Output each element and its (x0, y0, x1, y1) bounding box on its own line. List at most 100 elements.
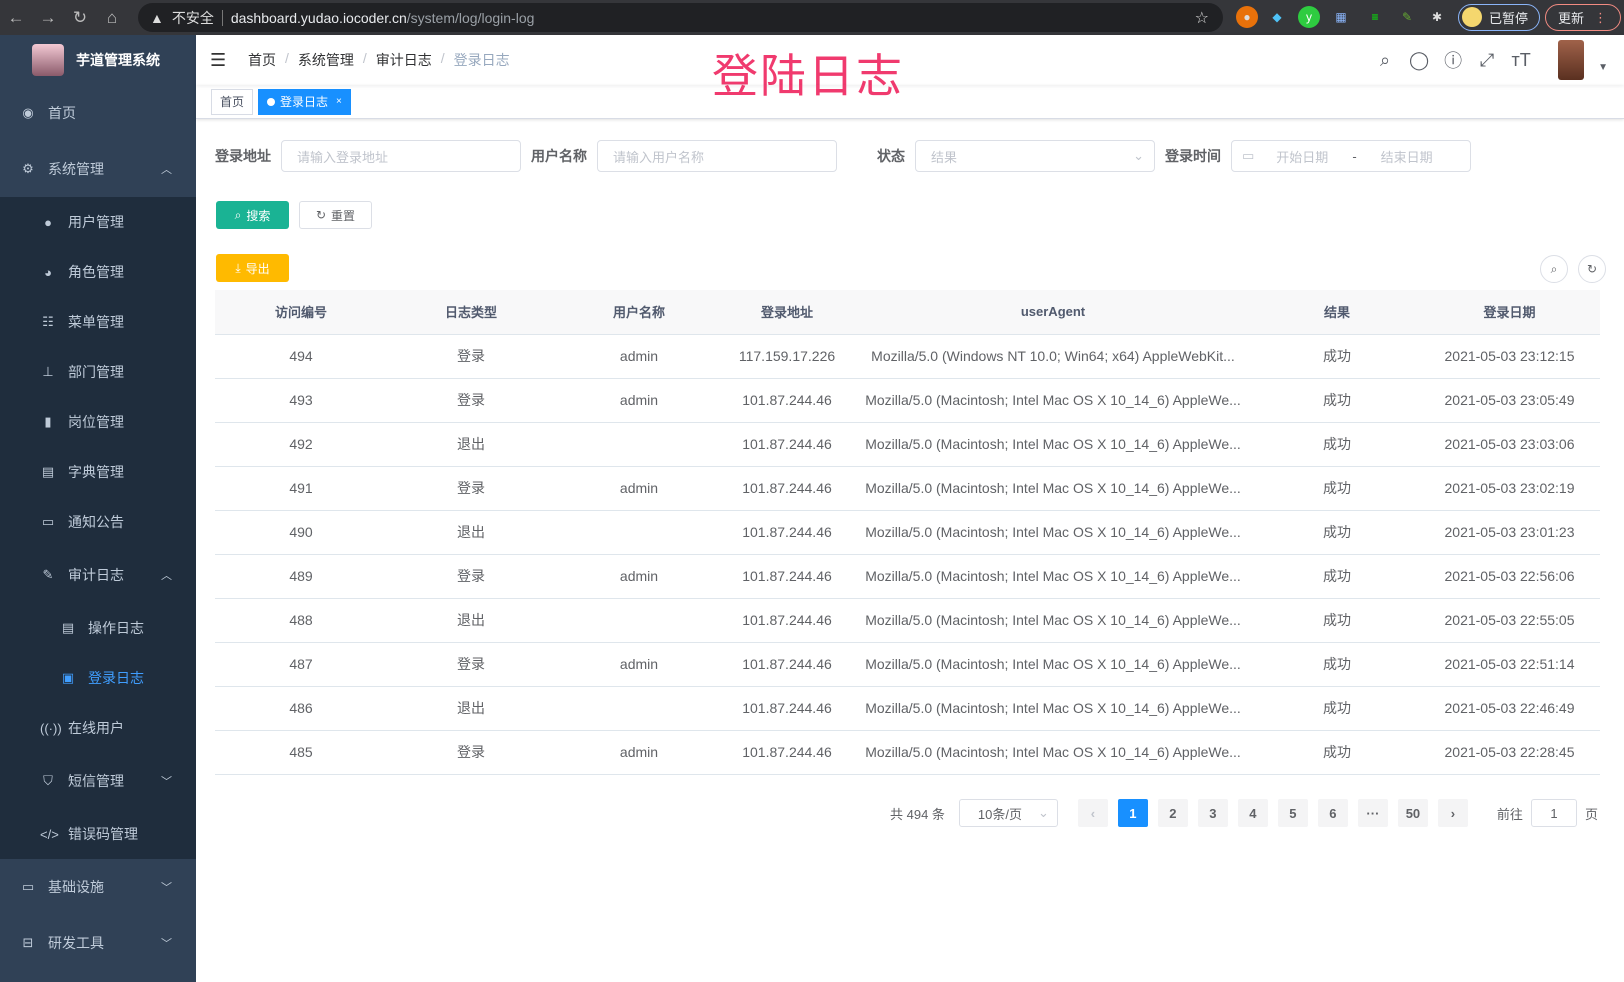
chevron-down-icon: ﹀ (161, 776, 172, 788)
start-date-placeholder: 开始日期 (1276, 149, 1329, 165)
page-button[interactable]: 6 (1317, 799, 1348, 827)
status-select[interactable]: 结果 ⌄ (915, 140, 1155, 172)
hamburger-icon[interactable]: ☰ (210, 49, 227, 70)
page-size-select[interactable]: 10条/页 ⌄ (958, 799, 1058, 827)
sidebar-item-operate-log[interactable]: ▤ 操作日志 (0, 603, 196, 653)
bookmark-star-icon[interactable]: ☆ (1194, 9, 1209, 27)
table-row[interactable]: 487 登录 admin 101.87.244.46 Mozilla/5.0 (Maci… (215, 642, 1600, 687)
sidebar-item-audit-log[interactable]: ✎ 审计日志 ︿ (0, 547, 196, 603)
extension-icon[interactable]: ✎ (1401, 10, 1413, 24)
sidebar-logo[interactable]: 芋道管理系统 (0, 35, 196, 85)
update-button[interactable]: 更新 ⋮ (1545, 4, 1621, 31)
table-row[interactable]: 491 登录 admin 101.87.244.46 Mozilla/5.0 (Maci… (215, 466, 1600, 511)
chevron-down-icon: ﹀ (161, 882, 172, 894)
home-icon[interactable]: ⌂ (106, 7, 118, 27)
extension-icon[interactable]: ◆ (1272, 10, 1282, 24)
close-icon[interactable]: × (336, 96, 342, 107)
reload-icon[interactable]: ↻ (72, 7, 88, 27)
goto-page-input[interactable]: 1 (1530, 799, 1577, 827)
form-icon: ▤ (61, 620, 75, 635)
back-icon[interactable]: ← (7, 7, 25, 27)
table-cell: 117.159.17.226 (723, 334, 851, 379)
table-row[interactable]: 493 登录 admin 101.87.244.46 Mozilla/5.0 (Maci… (215, 378, 1600, 423)
table-row[interactable]: 488 退出 101.87.244.46 Mozilla/5.0 (Macintosh… (215, 598, 1600, 643)
sidebar-item-user[interactable]: ● 用户管理 (0, 197, 196, 247)
prev-page-button[interactable]: ‹ (1077, 799, 1108, 827)
page-button[interactable]: ··· (1357, 799, 1388, 827)
table-cell: 成功 (1255, 730, 1419, 775)
font-size-icon[interactable]: тT (1511, 49, 1531, 70)
search-button[interactable]: ⌕ 搜索 (216, 201, 289, 229)
table-cell: 2021-05-03 23:12:15 (1419, 334, 1600, 379)
table-cell: 登录 (387, 466, 555, 511)
sidebar-item-label: 在线用户 (68, 720, 124, 736)
refresh-button[interactable]: ↻ (1578, 255, 1606, 283)
sidebar-item-menu[interactable]: ☷ 菜单管理 (0, 297, 196, 347)
page-button[interactable]: 5 (1277, 799, 1308, 827)
sidebar-item-online-user[interactable]: ((·)) 在线用户 (0, 703, 196, 753)
breadcrumb-item[interactable]: 审计日志 (375, 52, 432, 68)
sidebar-item-role[interactable]: ◕ 角色管理 (0, 247, 196, 297)
table-cell: 101.87.244.46 (723, 642, 851, 687)
sidebar-item-label: 部门管理 (68, 364, 124, 380)
forward-icon[interactable]: → (39, 7, 57, 27)
table-row[interactable]: 494 登录 admin 117.159.17.226 Mozilla/5.0 (Win… (215, 334, 1600, 379)
toggle-search-button[interactable]: ⌕ (1540, 255, 1568, 283)
address-bar[interactable]: ▲ 不安全 dashboard.yudao.iocoder.cn/system/… (138, 3, 1223, 32)
sidebar-item-post[interactable]: ▮ 岗位管理 (0, 397, 196, 447)
table-cell: 成功 (1255, 466, 1419, 511)
breadcrumb-item[interactable]: 首页 (248, 52, 276, 68)
extension-icon[interactable]: y (1298, 6, 1320, 28)
page-button[interactable]: 3 (1197, 799, 1228, 827)
username-input[interactable]: 请输入用户名称 (597, 140, 837, 172)
extension-icon[interactable]: ≡ (1371, 10, 1379, 24)
question-icon[interactable]: ⓘ (1444, 51, 1463, 71)
fullscreen-icon[interactable]: ⤢ (1479, 49, 1495, 70)
breadcrumb-item[interactable]: 系统管理 (297, 52, 354, 68)
profile-paused-button[interactable]: 已暂停 (1458, 4, 1540, 31)
search-icon[interactable]: ⌕ (1380, 49, 1391, 70)
export-button[interactable]: ⤓ 导出 (216, 254, 289, 282)
sidebar-item-dept[interactable]: ⊥ 部门管理 (0, 347, 196, 397)
next-page-button[interactable]: › (1437, 799, 1468, 827)
table-row[interactable]: 489 登录 admin 101.87.244.46 Mozilla/5.0 (Maci… (215, 554, 1600, 599)
sidebar-item-tool[interactable]: ⊟ 研发工具 ﹀ (0, 915, 196, 971)
tag-home[interactable]: 首页 (211, 88, 254, 115)
page-button[interactable]: 1 (1117, 799, 1148, 827)
sidebar-item-dict[interactable]: ▤ 字典管理 (0, 447, 196, 497)
sidebar-item-infra[interactable]: ▭ 基础设施 ﹀ (0, 859, 196, 915)
caret-down-icon[interactable]: ▼ (1598, 61, 1608, 73)
reset-button[interactable]: ↻ 重置 (299, 201, 372, 229)
avatar[interactable] (1558, 40, 1585, 80)
extension-icon[interactable]: ● (1236, 6, 1258, 28)
column-header: 用户名称 (555, 290, 723, 335)
table-cell: 成功 (1255, 554, 1419, 599)
sidebar-item-error-code[interactable]: </> 错误码管理 (0, 809, 196, 859)
page-button[interactable]: 50 (1397, 799, 1428, 827)
tag-login-log[interactable]: 登录日志 × (258, 88, 351, 115)
login-addr-input[interactable]: 请输入登录地址 (281, 140, 521, 172)
url-host: dashboard.yudao.iocoder.cn (230, 9, 407, 26)
sidebar-item-sms[interactable]: ⛉ 短信管理 ﹀ (0, 753, 196, 809)
table-cell: Mozilla/5.0 (Macintosh; Intel Mac OS X 1… (851, 422, 1255, 467)
puzzle-icon[interactable]: ✱ (1431, 10, 1443, 24)
sidebar-item-home[interactable]: ◉ 首页 (0, 85, 196, 141)
table-cell: 490 (215, 510, 387, 555)
sidebar-item-label: 用户管理 (68, 214, 124, 230)
page-button[interactable]: 2 (1157, 799, 1188, 827)
table-row[interactable]: 492 退出 101.87.244.46 Mozilla/5.0 (Macintosh… (215, 422, 1600, 467)
table-row[interactable]: 486 退出 101.87.244.46 Mozilla/5.0 (Macintosh… (215, 686, 1600, 731)
page-button[interactable]: 4 (1237, 799, 1268, 827)
sidebar-item-notice[interactable]: ▭ 通知公告 (0, 497, 196, 547)
table-cell: 2021-05-03 23:05:49 (1419, 378, 1600, 423)
placeholder: 请输入用户名称 (613, 149, 705, 165)
sidebar-item-login-log[interactable]: ▣ 登录日志 (0, 653, 196, 703)
sidebar: 芋道管理系统 ◉ 首页 ⚙ 系统管理 ︿ ● 用户管理 ◕ 角色管理 ☷ 菜单管理 ⊥ 部门管… (0, 35, 196, 982)
github-icon[interactable]: ◯ (1409, 49, 1430, 70)
table-row[interactable]: 490 退出 101.87.244.46 Mozilla/5.0 (Macintosh… (215, 510, 1600, 555)
extension-icon[interactable]: ▦ (1335, 10, 1347, 24)
table-row[interactable]: 485 登录 admin 101.87.244.46 Mozilla/5.0 (Maci… (215, 730, 1600, 775)
table-cell: admin (555, 334, 723, 379)
sidebar-item-system[interactable]: ⚙ 系统管理 ︿ (0, 141, 196, 197)
date-range-picker[interactable]: ▭ 开始日期 - 结束日期 (1231, 140, 1471, 172)
